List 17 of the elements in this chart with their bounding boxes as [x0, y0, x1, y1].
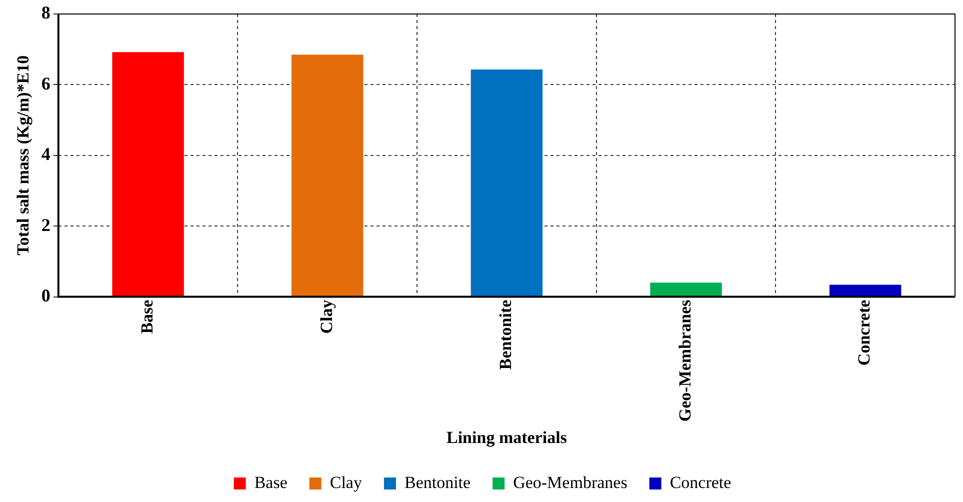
y-tick-label: 4 — [41, 144, 50, 164]
x-tick-label: Geo-Membranes — [675, 299, 694, 422]
x-tick-label: Base — [137, 299, 156, 334]
x-axis-title: Lining materials — [446, 428, 568, 448]
y-tick-label: 8 — [41, 2, 50, 23]
legend-label: Bentonite — [404, 472, 471, 492]
legend-label: Base — [254, 472, 288, 492]
y-tick-label: 0 — [41, 285, 50, 306]
y-axis-title: Total salt mass (Kg/m)*E10 — [14, 55, 33, 256]
legend-label: Geo-Membranes — [513, 472, 628, 492]
legend-label: Clay — [330, 472, 362, 492]
y-tick-label: 6 — [41, 73, 50, 94]
legend-label: Concrete — [670, 472, 732, 492]
x-tick-label: Concrete — [854, 299, 874, 366]
x-tick-label: Bentonite — [496, 299, 516, 370]
y-tick-label: 2 — [41, 214, 50, 235]
x-tick-label: Clay — [316, 299, 336, 334]
